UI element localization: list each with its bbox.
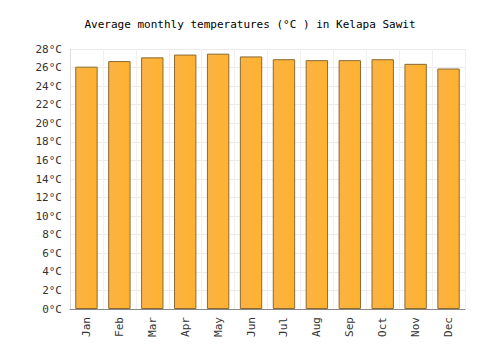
svg-text:Mar: Mar — [146, 317, 159, 337]
svg-text:Jul: Jul — [277, 317, 290, 337]
svg-text:2°C: 2°C — [42, 284, 62, 297]
svg-text:28°C: 28°C — [36, 43, 63, 56]
svg-text:24°C: 24°C — [36, 80, 63, 93]
svg-text:Oct: Oct — [376, 317, 389, 337]
svg-text:8°C: 8°C — [42, 228, 62, 241]
svg-text:16°C: 16°C — [36, 154, 63, 167]
svg-text:Sep: Sep — [343, 317, 356, 337]
svg-text:Aug: Aug — [310, 317, 323, 337]
svg-text:Average monthly temperatures (: Average monthly temperatures (°C ) in Ke… — [84, 18, 415, 31]
svg-text:14°C: 14°C — [36, 173, 63, 186]
svg-text:Feb: Feb — [113, 317, 126, 337]
svg-text:Apr: Apr — [179, 317, 192, 337]
svg-text:May: May — [212, 317, 225, 337]
svg-text:12°C: 12°C — [36, 191, 63, 204]
svg-text:26°C: 26°C — [36, 61, 63, 74]
svg-text:6°C: 6°C — [42, 247, 62, 260]
svg-text:18°C: 18°C — [36, 135, 63, 148]
svg-text:4°C: 4°C — [42, 265, 62, 278]
svg-text:Dec: Dec — [442, 317, 455, 337]
svg-text:Nov: Nov — [409, 317, 422, 337]
svg-text:Jan: Jan — [80, 317, 93, 337]
svg-text:Jun: Jun — [245, 317, 258, 337]
svg-text:0°C: 0°C — [42, 303, 62, 316]
svg-text:22°C: 22°C — [36, 98, 63, 111]
svg-text:20°C: 20°C — [36, 117, 63, 130]
svg-text:10°C: 10°C — [36, 210, 63, 223]
